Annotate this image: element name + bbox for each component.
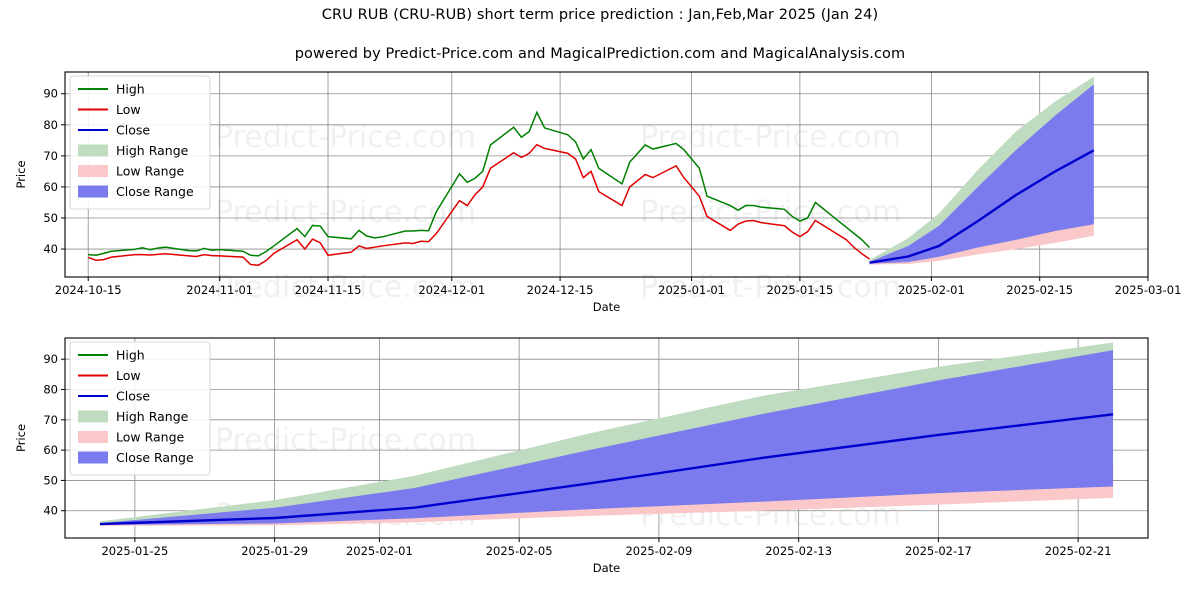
legend-item-high[interactable]: High — [78, 82, 145, 97]
low-range-band — [99, 465, 1114, 526]
y-tick-label: 90 — [43, 352, 58, 366]
watermark: Predict-Price.com — [640, 270, 901, 305]
legend-label: Close — [116, 389, 150, 404]
x-axis-label: Date — [593, 561, 621, 575]
watermark: Predict-Price.com — [215, 120, 476, 155]
close-range-band — [99, 350, 1114, 525]
x-tick-label: 2025-01-01 — [658, 283, 725, 297]
watermark: Predict-Price.com — [215, 423, 476, 458]
legend-item-close[interactable]: Close — [78, 123, 150, 138]
low-line — [87, 143, 870, 266]
close-range-band — [869, 84, 1094, 264]
legend-label: High — [116, 348, 145, 363]
x-tick-label: 2024-11-15 — [295, 283, 362, 297]
legend-item-close-range[interactable]: Close Range — [78, 184, 194, 199]
x-tick-label: 2025-01-29 — [241, 544, 308, 558]
plot-frame — [64, 71, 1149, 278]
x-tick-label: 2025-02-13 — [765, 544, 832, 558]
legend-label: Low Range — [116, 164, 185, 179]
legend-item-low-range[interactable]: Low Range — [78, 164, 185, 179]
legend-band-swatch — [78, 185, 108, 198]
legend-label: Close — [116, 123, 150, 138]
legend-item-close[interactable]: Close — [78, 389, 150, 404]
y-tick-label: 40 — [43, 242, 58, 256]
x-tick-label: 2025-01-15 — [766, 283, 833, 297]
y-axis-label: Price — [14, 424, 28, 452]
legend-label: Close Range — [116, 450, 194, 465]
y-tick-label: 60 — [43, 180, 58, 194]
legend-item-low[interactable]: Low — [78, 102, 141, 117]
x-tick-label: 2024-11-01 — [186, 283, 253, 297]
legend-label: Low Range — [116, 430, 185, 445]
y-axis-label: Price — [14, 160, 28, 188]
legend-band-swatch — [78, 451, 108, 464]
legend-item-high[interactable]: High — [78, 348, 145, 363]
legend-item-low[interactable]: Low — [78, 368, 141, 383]
overview-chart: Predict-Price.com Predict-Price.com Predic… — [0, 62, 1200, 322]
legend-band-swatch — [78, 410, 108, 423]
legend-label: Close Range — [116, 184, 194, 199]
x-tick-label: 2025-02-05 — [486, 544, 553, 558]
legend-item-high-range[interactable]: High Range — [78, 143, 189, 158]
x-tick-label: 2025-02-15 — [1006, 283, 1073, 297]
y-tick-label: 40 — [43, 504, 58, 518]
y-tick-label: 80 — [43, 118, 58, 132]
y-tick-label: 90 — [43, 87, 58, 101]
y-tick-label: 70 — [43, 413, 58, 427]
watermark: Predict-Price.com — [640, 195, 901, 230]
y-tick-label: 50 — [43, 473, 58, 487]
x-axis-label: Date — [593, 300, 621, 314]
plot-frame — [64, 337, 1149, 539]
watermark: Predict-Price.com — [215, 195, 476, 230]
close-line — [869, 149, 1095, 264]
legend-item-high-range[interactable]: High Range — [78, 409, 189, 424]
forecast-detail-chart: Predict-Price.comPredict-Price.comPredic… — [0, 330, 1200, 595]
y-tick-label: 80 — [43, 383, 58, 397]
x-tick-label: 2025-02-17 — [905, 544, 972, 558]
chart-legend: High Low Close High Range Low Range Close Ran… — [69, 75, 211, 210]
low-range-band — [869, 202, 1094, 265]
x-tick-label: 2025-02-01 — [898, 283, 965, 297]
watermark: Predict-Price.com — [215, 270, 476, 305]
close-line — [99, 413, 1114, 526]
high-line — [88, 110, 871, 257]
x-tick-label: 2025-01-25 — [101, 544, 168, 558]
chart-legend: High Low Close High Range Low Range Close Ran… — [69, 341, 211, 476]
legend-label: High Range — [116, 409, 189, 424]
page-subtitle: powered by Predict-Price.com and Magical… — [294, 46, 906, 62]
high-range-band — [99, 342, 1114, 524]
legend-label: Low — [116, 102, 141, 117]
legend-item-low-range[interactable]: Low Range — [78, 430, 185, 445]
x-tick-label: 2025-03-01 — [1115, 283, 1182, 297]
x-tick-label: 2024-12-15 — [527, 283, 594, 297]
x-tick-label: 2024-10-15 — [55, 283, 122, 297]
x-tick-label: 2025-02-09 — [625, 544, 692, 558]
watermark: Predict-Price.com — [640, 120, 901, 155]
x-tick-label: 2024-12-01 — [418, 283, 485, 297]
x-tick-label: 2025-02-21 — [1045, 544, 1112, 558]
legend-label: Low — [116, 368, 141, 383]
y-tick-label: 60 — [43, 443, 58, 457]
legend-label: High — [116, 82, 145, 97]
page-title: CRU RUB (CRU-RUB) short term price predi… — [321, 7, 879, 23]
y-tick-label: 50 — [43, 211, 58, 225]
high-range-band — [869, 76, 1094, 263]
y-tick-label: 70 — [43, 149, 58, 163]
legend-band-swatch — [78, 144, 108, 157]
legend-item-close-range[interactable]: Close Range — [78, 450, 194, 465]
legend-band-swatch — [78, 431, 108, 443]
legend-band-swatch — [78, 165, 108, 177]
x-tick-label: 2025-02-01 — [346, 544, 413, 558]
legend-label: High Range — [116, 143, 189, 158]
